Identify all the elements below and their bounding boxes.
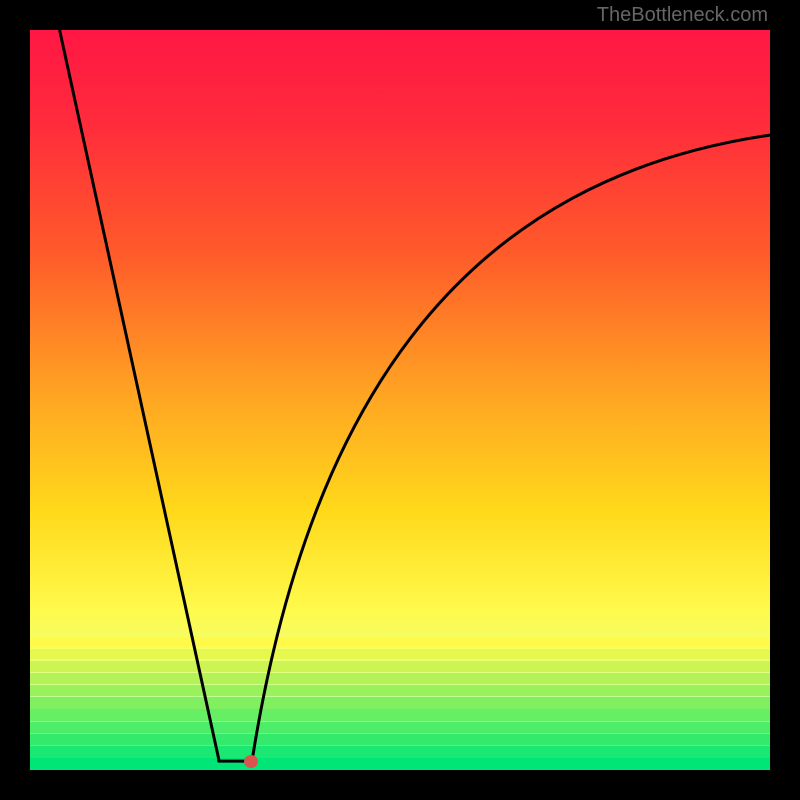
optimum-marker bbox=[244, 755, 258, 768]
curve-path bbox=[60, 30, 770, 761]
watermark-label: TheBottleneck.com bbox=[597, 4, 768, 27]
chart-container: TheBottleneck.com bbox=[0, 0, 800, 800]
bottleneck-curve bbox=[30, 30, 770, 770]
